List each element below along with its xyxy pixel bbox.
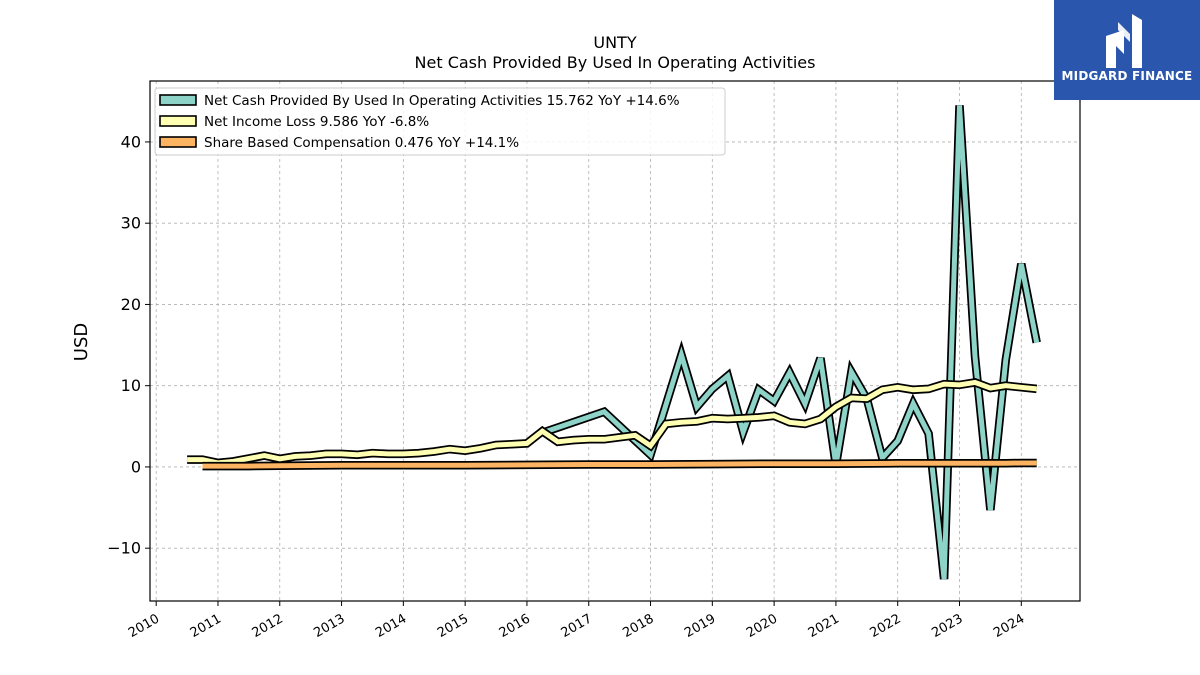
- chart-title: UNTY: [593, 33, 636, 52]
- legend-entry: Net Cash Provided By Used In Operating A…: [204, 93, 680, 109]
- midgard-finance-logo: MIDGARD FINANCE: [1054, 0, 1200, 100]
- x-tick-label: 2014: [373, 611, 409, 641]
- y-tick-label: 0: [131, 457, 141, 476]
- plot-frame: [149, 80, 1081, 602]
- x-tick-label: 2016: [497, 611, 533, 641]
- x-tick-label: 2015: [435, 611, 471, 641]
- y-axis-label: USD: [71, 323, 92, 361]
- legend-swatch: [159, 115, 197, 127]
- x-tick-label: 2017: [559, 611, 595, 641]
- y-tick-label: 10: [121, 376, 141, 395]
- series-line-share-based-compensation: [202, 460, 1037, 469]
- x-tick-label: 2013: [311, 611, 347, 641]
- y-tick-label: −10: [107, 539, 141, 558]
- x-tick-label: 2018: [620, 611, 656, 641]
- legend-box: [154, 87, 726, 156]
- x-tick-label: 2019: [682, 611, 718, 641]
- legend: Net Cash Provided By Used In Operating A…: [154, 87, 726, 156]
- y-tick-label: 20: [121, 295, 141, 314]
- x-tick-label: 2022: [868, 611, 904, 641]
- x-tick-label: 2012: [250, 611, 286, 641]
- x-tick-label: 2024: [991, 611, 1027, 641]
- legend-entry: Net Income Loss 9.586 YoY -6.8%: [204, 114, 429, 130]
- series-line-net-cash-provided-by-used-in-operating-activities: [541, 105, 1040, 580]
- y-axis: −10 0 10 20 30 40: [107, 132, 150, 558]
- series-lines: [187, 105, 1041, 580]
- chart-subtitle: Net Cash Provided By Used In Operating A…: [415, 53, 816, 72]
- legend-entry: Share Based Compensation 0.476 YoY +14.1…: [204, 135, 519, 151]
- y-tick-label: 40: [121, 132, 141, 151]
- x-tick-label: 2021: [806, 611, 842, 641]
- logo-text: MIDGARD FINANCE: [1061, 69, 1193, 83]
- x-axis: 2010 2011 2012 2013 2014 2015 2016 2017 2018 2019…: [126, 601, 1027, 641]
- x-tick-label: 2023: [929, 611, 965, 641]
- midgard-logo-icon: [1106, 14, 1142, 68]
- legend-swatch: [159, 94, 197, 106]
- x-tick-label: 2011: [188, 611, 224, 641]
- legend-swatch: [159, 136, 197, 148]
- x-tick-label: 2010: [126, 611, 162, 641]
- y-tick-label: 30: [121, 214, 141, 233]
- series-line-net-income-loss: [187, 379, 1037, 466]
- x-tick-label: 2020: [744, 611, 780, 641]
